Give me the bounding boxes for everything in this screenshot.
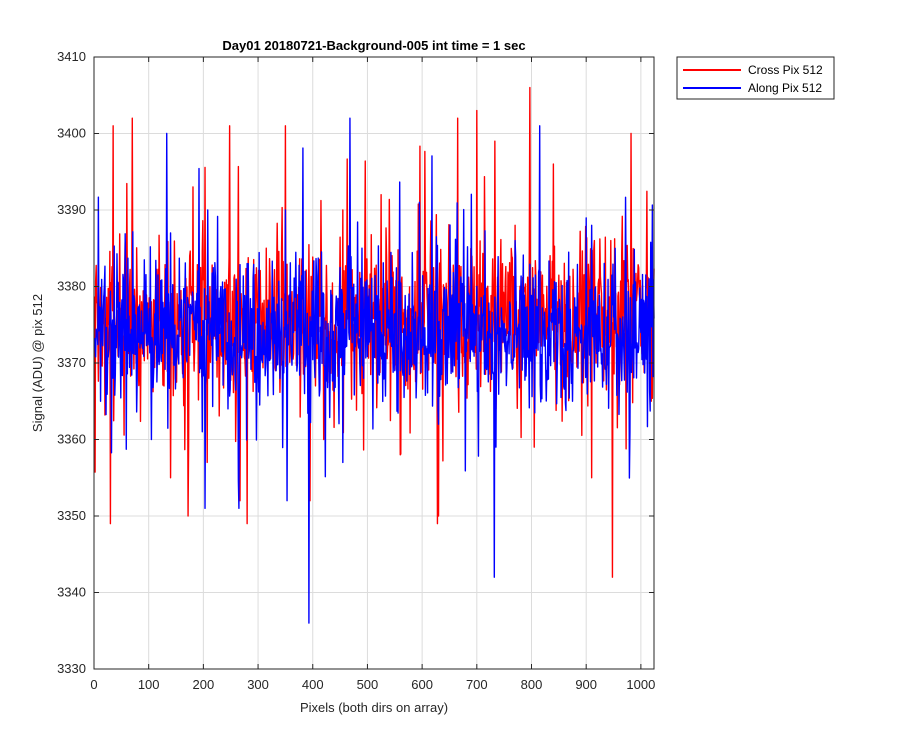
y-tick-label: 3380 [57, 279, 86, 294]
x-tick-label: 1000 [626, 677, 655, 692]
y-tick-label: 3410 [57, 49, 86, 64]
x-tick-label: 600 [411, 677, 433, 692]
x-tick-label: 200 [193, 677, 215, 692]
y-tick-label: 3360 [57, 432, 86, 447]
x-axis-label: Pixels (both dirs on array) [300, 700, 448, 715]
y-axis-label: Signal (ADU) @ pix 512 [30, 294, 45, 432]
series-layer [93, 86, 655, 624]
x-tick-label: 900 [575, 677, 597, 692]
legend-box [676, 56, 835, 100]
x-tick-label: 800 [521, 677, 543, 692]
legend: Cross Pix 512 Along Pix 512 [676, 56, 835, 100]
y-tick-label: 3390 [57, 202, 86, 217]
x-tick-label: 500 [357, 677, 379, 692]
chart-title: Day01 20180721-Background-005 int time =… [222, 38, 525, 53]
x-tick-label: 400 [302, 677, 324, 692]
x-tick-label: 0 [90, 677, 97, 692]
y-tick-label: 3370 [57, 355, 86, 370]
ticks: 0 100 200 300 400 500 600 700 800 900 1000 3330 3340… [57, 49, 655, 692]
y-tick-label: 3330 [57, 661, 86, 676]
x-tick-label: 300 [247, 677, 269, 692]
legend-label-along: Along Pix 512 [748, 81, 822, 95]
y-tick-label: 3350 [57, 508, 86, 523]
x-tick-label: 100 [138, 677, 160, 692]
series-line-along [93, 117, 655, 624]
x-tick-label: 700 [466, 677, 488, 692]
legend-label-cross: Cross Pix 512 [748, 63, 823, 77]
y-tick-label: 3400 [57, 126, 86, 141]
y-tick-label: 3340 [57, 585, 86, 600]
